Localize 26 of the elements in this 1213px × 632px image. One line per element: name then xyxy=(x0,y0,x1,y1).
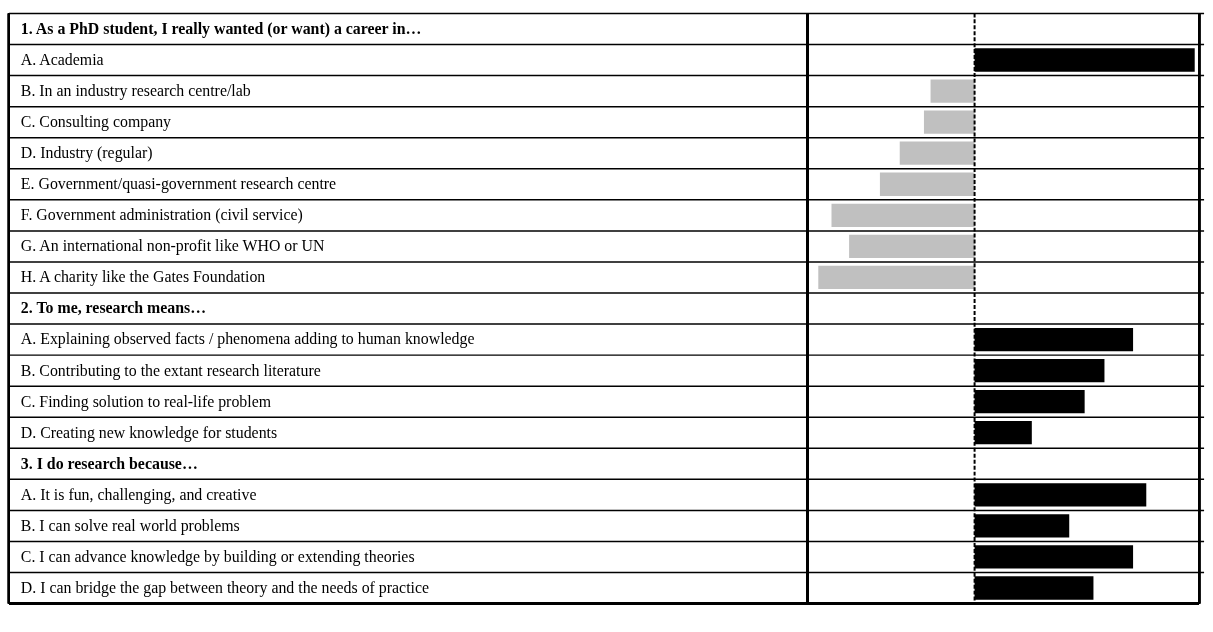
y-tick-label: B. Contributing to the extant research literature xyxy=(20,361,321,380)
bar xyxy=(818,265,975,290)
y-tick-label: C. I can advance knowledge by building or extending theories xyxy=(20,547,415,566)
y-tick-label: C. Consulting company xyxy=(20,113,172,132)
y-tick-label: B. I can solve real world problems xyxy=(20,516,240,535)
y-tick-label: F. Government administration (civil service) xyxy=(20,206,303,225)
y-tick-label: 3. I do research because… xyxy=(20,454,198,472)
y-tick-label: D. Industry (regular) xyxy=(20,144,153,163)
bar xyxy=(930,79,975,103)
y-tick-label: A. Explaining observed facts / phenomena adding to human knowledge xyxy=(20,330,475,349)
y-tick-label: C. Finding solution to real-life problem xyxy=(20,392,272,411)
y-tick-label: 2. To me, research means… xyxy=(20,299,207,317)
bar xyxy=(923,110,975,134)
bar xyxy=(899,141,975,165)
bar xyxy=(879,172,975,196)
bar xyxy=(849,234,975,259)
y-tick-label: B. In an industry research centre/lab xyxy=(20,82,251,101)
bar xyxy=(831,203,975,227)
y-tick-label: D. I can bridge the gap between theory and the needs of practice xyxy=(20,578,430,597)
y-tick-label: G. An international non-profit like WHO or UN xyxy=(20,237,325,256)
y-tick-label: E. Government/quasi-government research centre xyxy=(20,175,337,194)
y-tick-label: D. Creating new knowledge for students xyxy=(20,423,278,442)
y-tick-label: A. It is fun, challenging, and creative xyxy=(20,485,257,504)
y-tick-label: 1. As a PhD student, I really wanted (or want) a career in… xyxy=(20,19,422,38)
y-tick-label: A. Academia xyxy=(20,50,104,68)
y-tick-label: H. A charity like the Gates Foundation xyxy=(20,268,266,287)
